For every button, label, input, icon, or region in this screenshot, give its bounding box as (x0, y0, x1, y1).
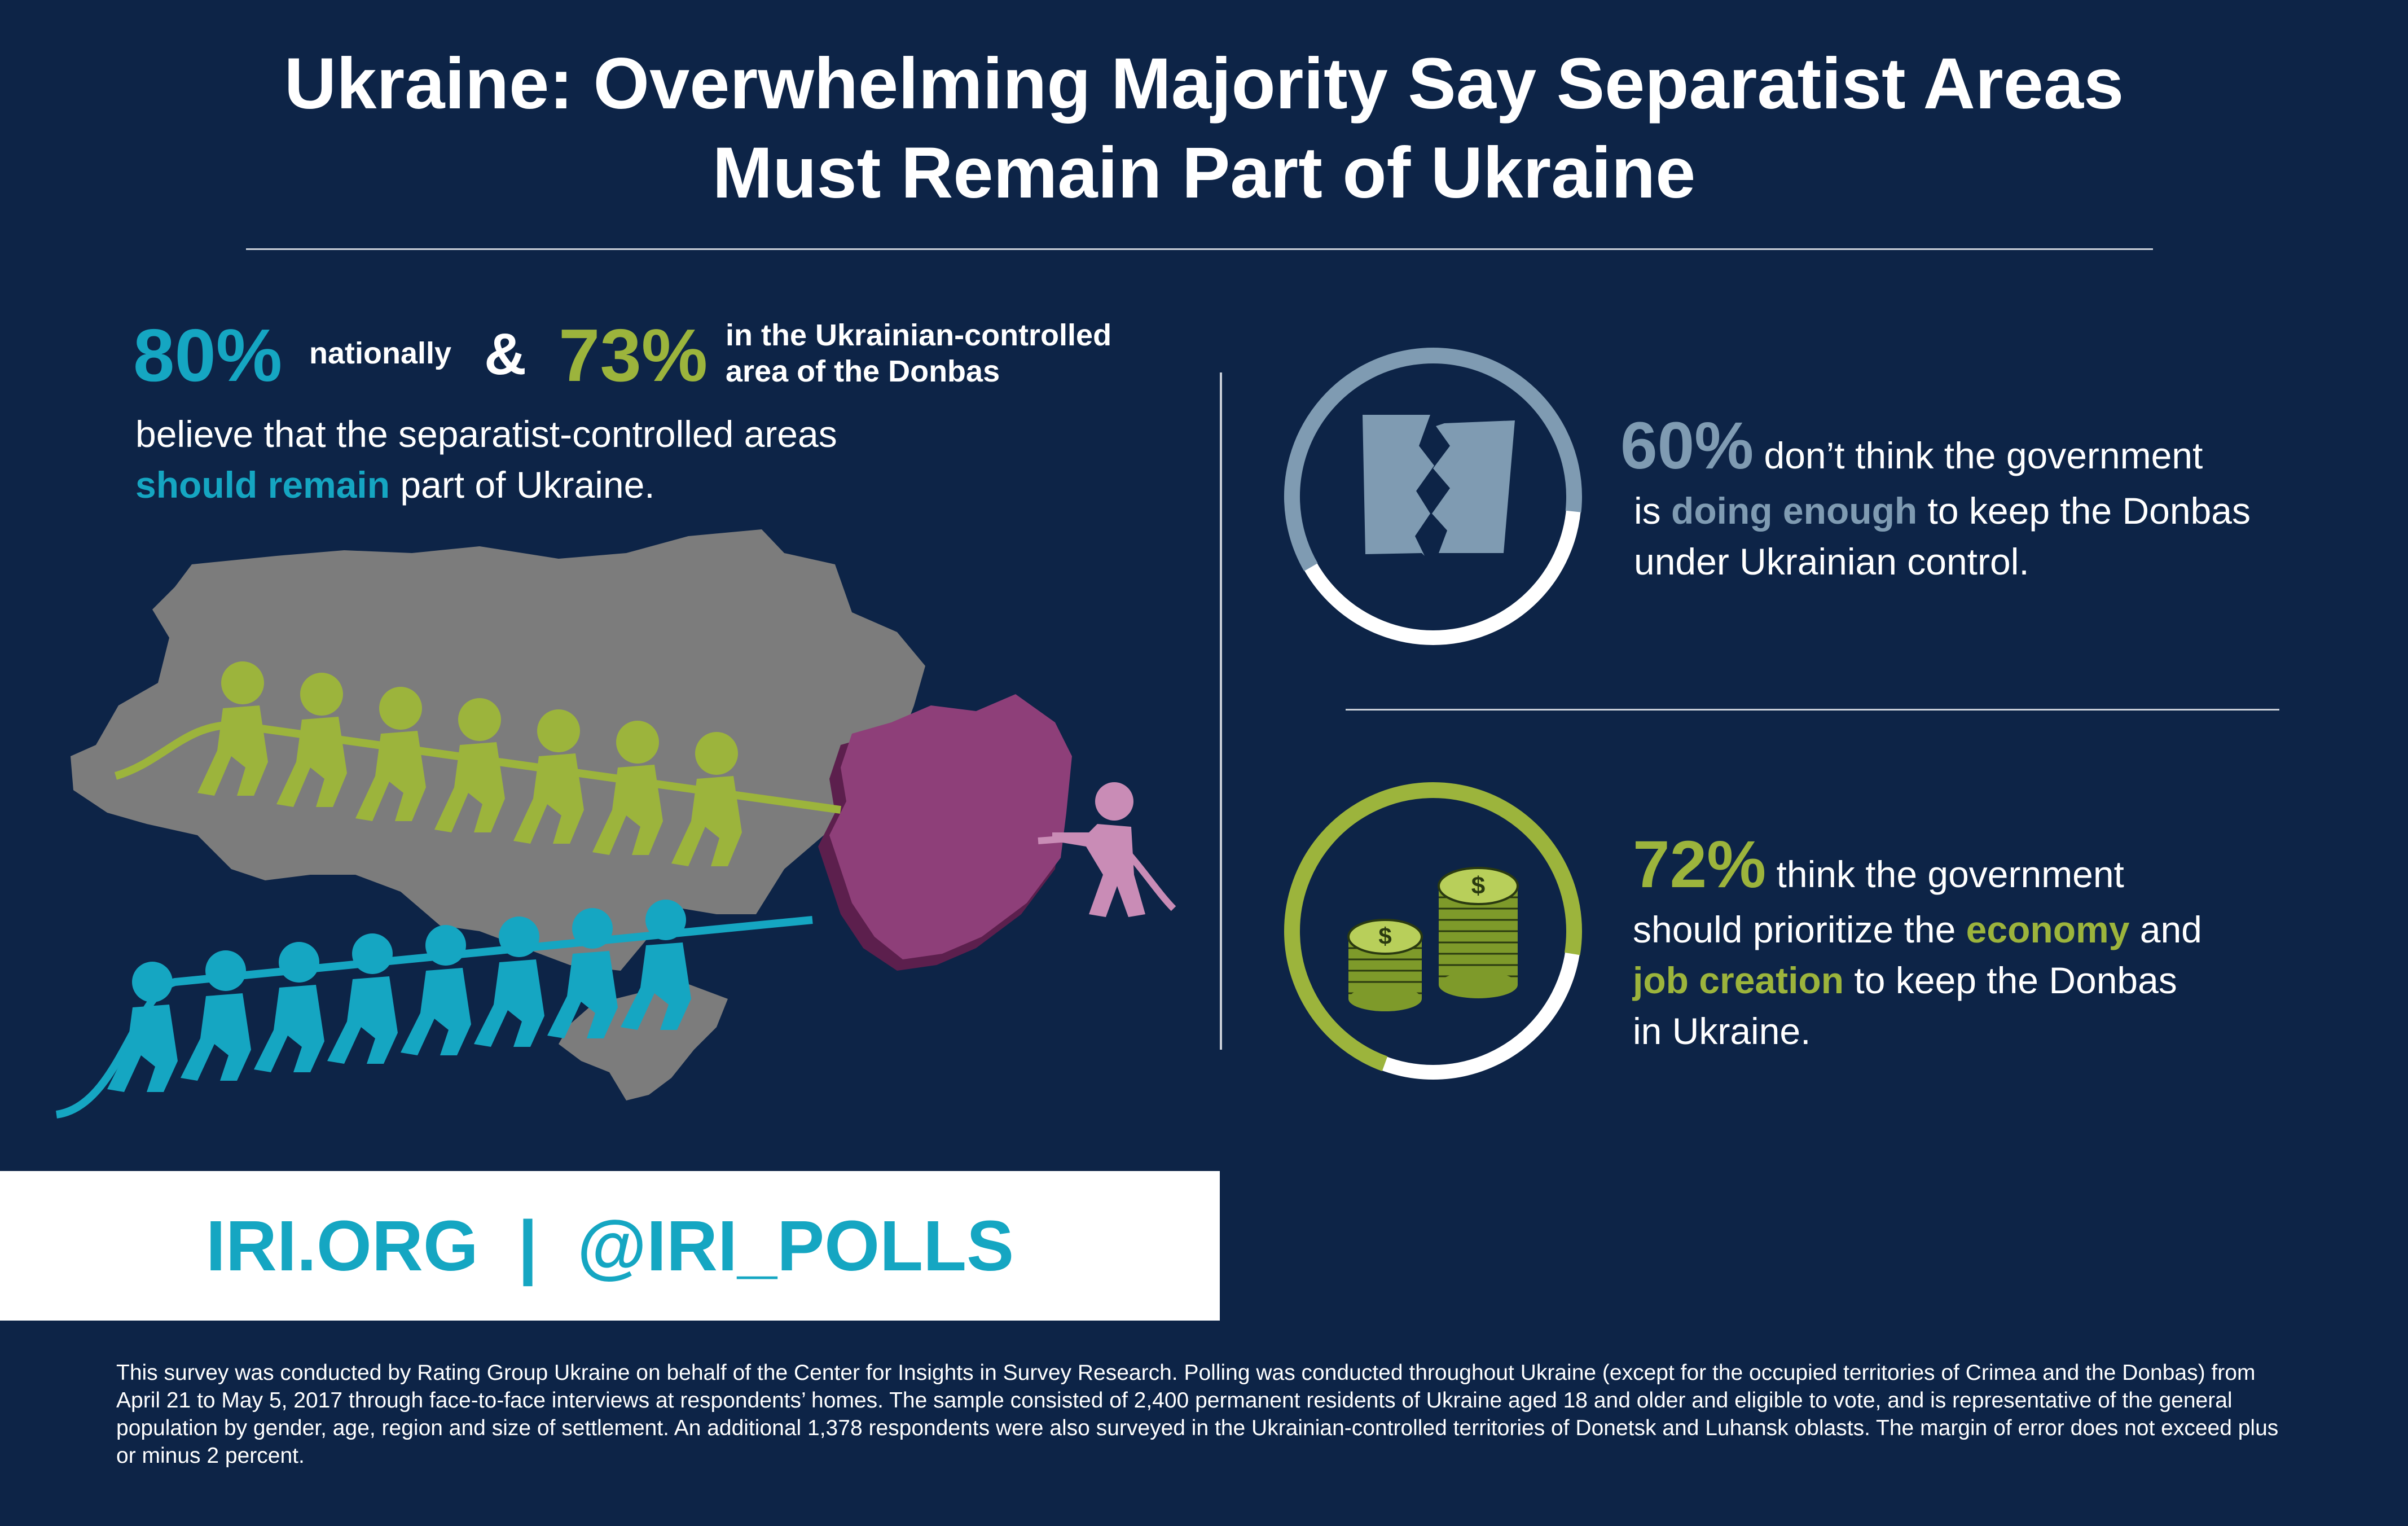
doing-enough-emphasis: doing enough (1671, 490, 1918, 532)
stat-60-line-3: under Ukrainian control. (1634, 541, 2029, 582)
coin-stack-short: $ (1347, 919, 1423, 1011)
title-divider (246, 248, 2153, 250)
stat-60-line-1: 60% don’t think the government (1620, 406, 2399, 485)
title-line-1: Ukraine: Overwhelming Majority Say Separ… (284, 43, 2124, 124)
green-tug-of-war-figures (197, 661, 742, 866)
stat-national-percent: 80% (133, 314, 283, 397)
stat-60-text-a: don’t think the government (1754, 435, 2203, 476)
stat-72-line-3: job creation to keep the Donbas (1633, 959, 2177, 1001)
stat-72-percent: 72% (1633, 827, 1767, 902)
economy-emphasis: economy (1966, 909, 2130, 950)
vertical-divider (1220, 372, 1222, 1050)
stat-72-ring: $ $ (1284, 782, 1582, 1080)
stat-donbas-label-line-1: in the Ukrainian-controlled (726, 318, 1112, 352)
job-creation-emphasis: job creation (1633, 959, 1844, 1001)
tug-of-war-illustration (55, 529, 1176, 1119)
stat-72-line-1: 72% think the government (1633, 825, 2400, 904)
stat-72-line-2: should prioritize the economy and (1633, 909, 2202, 950)
stat-60-text: 60% don’t think the government is doing … (1620, 406, 2399, 587)
coin-stack-tall: $ (1438, 867, 1519, 998)
remain-statement: believe that the separatist-controlled a… (135, 409, 1151, 510)
remain-statement-tail: part of Ukraine. (390, 464, 655, 506)
ukraine-map-icon (71, 529, 1072, 1100)
ampersand: & (484, 322, 527, 387)
stat-donbas-label: in the Ukrainian-controlled area of the … (726, 317, 1111, 389)
stat-60-ring (1284, 348, 1582, 646)
horizontal-divider (1346, 709, 2279, 711)
remain-emphasis: should remain (135, 464, 390, 506)
stat-national-label: nationally (309, 336, 452, 370)
ring-progress (1284, 782, 1582, 1080)
stat-72-text-a: think the government (1766, 853, 2124, 895)
stat-72-line-4: in Ukraine. (1633, 1010, 1811, 1052)
footer-banner (0, 1171, 1220, 1321)
stat-60-percent: 60% (1620, 409, 1754, 483)
remain-statement-line-1: believe that the separatist-controlled a… (135, 413, 837, 455)
dollar-icon: $ (1471, 872, 1485, 900)
cyan-tug-of-war-figures (107, 900, 691, 1092)
pink-figure-icon (1052, 782, 1145, 917)
stat-60-line-2: is doing enough to keep the Donbas (1634, 490, 2251, 532)
ring-progress (1284, 348, 1582, 646)
coin-stacks-icon: $ $ (1347, 867, 1519, 1011)
stat-donbas-percent: 73% (559, 314, 708, 397)
stat-donbas-label-line-2: area of the Donbas (726, 354, 1000, 388)
remain-statement-line-2: should remain part of Ukraine. (135, 459, 1151, 510)
methodology-footnote: This survey was conducted by Rating Grou… (116, 1361, 2279, 1468)
page-title: Ukraine: Overwhelming Majority Say Separ… (0, 40, 2408, 218)
footer-links[interactable]: IRI.ORG | @IRI_POLLS (205, 1206, 1014, 1286)
stat-72-text: 72% think the government should prioriti… (1633, 825, 2400, 1056)
dollar-icon: $ (1378, 923, 1391, 949)
title-line-2: Must Remain Part of Ukraine (712, 133, 1696, 213)
torn-paper-icon (1363, 415, 1515, 556)
